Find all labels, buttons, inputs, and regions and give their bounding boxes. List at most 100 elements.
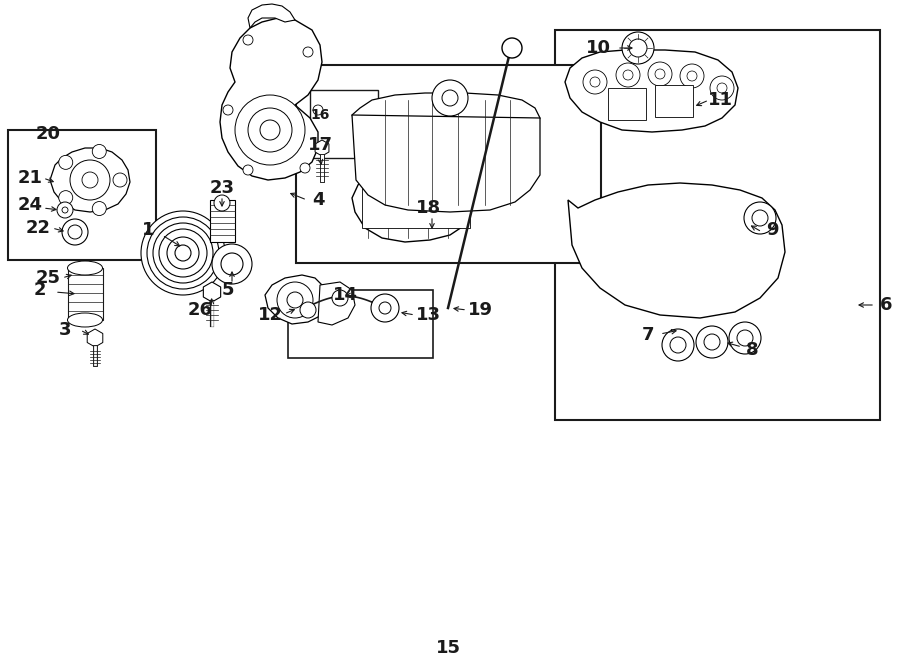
Circle shape xyxy=(167,237,199,269)
Polygon shape xyxy=(203,282,220,302)
Text: 21: 21 xyxy=(17,169,42,187)
Text: 16: 16 xyxy=(310,108,329,122)
Bar xyxy=(68,268,103,320)
Bar xyxy=(8,130,156,260)
Circle shape xyxy=(300,163,310,173)
Circle shape xyxy=(673,93,683,103)
Polygon shape xyxy=(352,158,472,242)
Circle shape xyxy=(303,47,313,57)
Text: 18: 18 xyxy=(416,199,441,217)
Polygon shape xyxy=(220,18,322,180)
Bar xyxy=(655,85,693,117)
Circle shape xyxy=(243,35,253,45)
Circle shape xyxy=(744,202,776,234)
Circle shape xyxy=(82,172,98,188)
Circle shape xyxy=(752,210,768,226)
Polygon shape xyxy=(87,329,103,347)
Circle shape xyxy=(662,329,694,361)
Bar xyxy=(288,290,433,358)
Text: 24: 24 xyxy=(17,196,42,214)
Text: 4: 4 xyxy=(311,191,324,209)
Text: 19: 19 xyxy=(467,301,492,319)
Polygon shape xyxy=(265,275,328,324)
Circle shape xyxy=(704,334,720,350)
Circle shape xyxy=(710,76,734,100)
Polygon shape xyxy=(318,282,355,325)
Text: 26: 26 xyxy=(187,301,212,319)
Bar xyxy=(362,188,470,228)
Text: 2: 2 xyxy=(34,281,46,299)
Circle shape xyxy=(590,77,600,87)
Circle shape xyxy=(221,253,243,275)
Circle shape xyxy=(153,223,213,283)
Text: 10: 10 xyxy=(586,39,610,57)
Circle shape xyxy=(113,173,127,187)
Circle shape xyxy=(622,32,654,64)
Circle shape xyxy=(141,211,225,295)
Text: 9: 9 xyxy=(766,221,778,239)
Circle shape xyxy=(432,80,468,116)
Circle shape xyxy=(248,108,292,152)
Circle shape xyxy=(442,90,458,106)
Text: 5: 5 xyxy=(221,281,234,299)
Text: 25: 25 xyxy=(35,269,60,287)
Text: 17: 17 xyxy=(308,136,332,154)
Polygon shape xyxy=(50,148,130,212)
Circle shape xyxy=(175,245,191,261)
Circle shape xyxy=(243,165,253,175)
Text: 6: 6 xyxy=(880,296,892,314)
Circle shape xyxy=(68,225,82,239)
Ellipse shape xyxy=(68,261,103,275)
Circle shape xyxy=(680,64,704,88)
Circle shape xyxy=(62,207,68,213)
Circle shape xyxy=(623,70,633,80)
Polygon shape xyxy=(568,183,785,318)
Bar xyxy=(310,90,378,158)
Circle shape xyxy=(658,78,698,118)
Polygon shape xyxy=(315,140,328,156)
Circle shape xyxy=(287,292,303,308)
Text: 20: 20 xyxy=(35,125,60,143)
Text: 8: 8 xyxy=(746,341,759,359)
Text: 22: 22 xyxy=(25,219,50,237)
Circle shape xyxy=(159,229,207,277)
Circle shape xyxy=(85,290,95,300)
Circle shape xyxy=(78,283,102,307)
Circle shape xyxy=(729,322,761,354)
Circle shape xyxy=(629,39,647,57)
Bar xyxy=(608,88,646,120)
Circle shape xyxy=(300,302,316,318)
Circle shape xyxy=(62,219,88,245)
Circle shape xyxy=(70,160,110,200)
Circle shape xyxy=(650,70,706,126)
Circle shape xyxy=(212,244,252,284)
Circle shape xyxy=(93,145,106,159)
Bar xyxy=(296,65,601,263)
Circle shape xyxy=(666,86,690,110)
Circle shape xyxy=(313,105,323,115)
Polygon shape xyxy=(352,93,540,142)
Circle shape xyxy=(648,62,672,86)
Text: 7: 7 xyxy=(642,326,654,344)
Polygon shape xyxy=(565,50,738,132)
Text: 11: 11 xyxy=(707,91,733,109)
Bar xyxy=(555,30,880,420)
Bar xyxy=(210,200,235,242)
Circle shape xyxy=(687,71,697,81)
Circle shape xyxy=(616,63,640,87)
Circle shape xyxy=(655,69,665,79)
Circle shape xyxy=(235,95,305,165)
Circle shape xyxy=(371,294,399,322)
Circle shape xyxy=(277,282,313,318)
Circle shape xyxy=(214,195,230,211)
Polygon shape xyxy=(352,115,540,212)
Text: 3: 3 xyxy=(58,321,71,339)
Circle shape xyxy=(58,155,73,169)
Circle shape xyxy=(58,190,73,205)
Text: 12: 12 xyxy=(257,306,283,324)
Circle shape xyxy=(696,326,728,358)
Circle shape xyxy=(332,290,348,306)
Text: 13: 13 xyxy=(416,306,440,324)
Circle shape xyxy=(583,70,607,94)
Circle shape xyxy=(717,83,727,93)
